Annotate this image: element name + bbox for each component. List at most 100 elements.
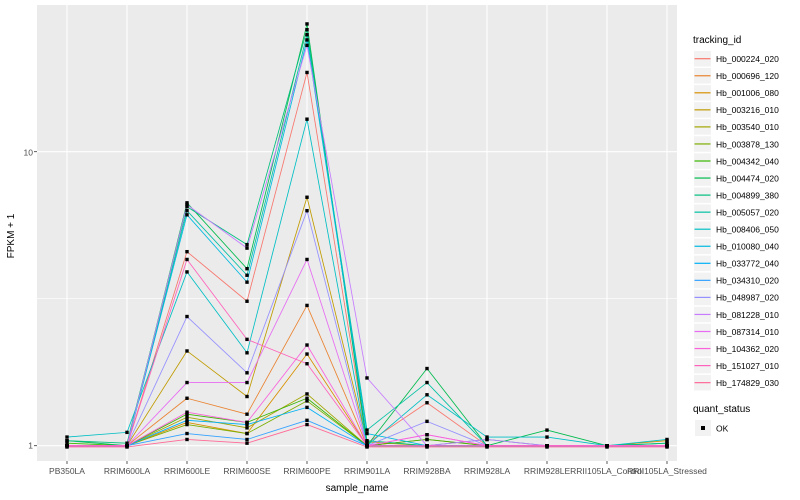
tracking-id-legend: Hb_000224_020 Hb_000696_120 Hb_001006_080 H… <box>694 51 779 391</box>
data-point <box>245 422 249 427</box>
data-point <box>185 203 189 207</box>
data-point <box>665 445 669 449</box>
data-point <box>305 208 309 213</box>
data-point <box>305 43 309 48</box>
data-point <box>665 441 669 445</box>
data-point <box>545 445 549 449</box>
x-tick-label-RRII105LA_Stressed: RRII105LA_Stressed <box>627 466 707 476</box>
data-point <box>185 213 189 217</box>
data-point <box>305 33 309 37</box>
data-point <box>305 405 309 410</box>
legend-item-Hb_003540_010: Hb_003540_010 <box>694 119 779 135</box>
data-point <box>65 441 69 445</box>
legend-item-label: Hb_033772_040 <box>716 259 779 269</box>
x-axis-tick-labels: PB350LA RRIM600LA RRIM600LE RRIM600SE RRIM60… <box>49 466 707 476</box>
data-point <box>485 435 489 439</box>
legend-item-label: Hb_003540_010 <box>716 122 779 132</box>
legend-item-Hb_081228_010: Hb_081228_010 <box>694 306 779 323</box>
legend-item-label: Hb_104362_020 <box>716 344 779 354</box>
legend-item-Hb_004474_020: Hb_004474_020 <box>694 170 779 186</box>
data-point <box>185 314 189 319</box>
data-point <box>185 257 189 262</box>
x-tick-label-RRIM600LA: RRIM600LA <box>104 466 151 476</box>
data-point <box>305 399 309 403</box>
data-point <box>305 352 309 356</box>
data-point <box>305 117 309 121</box>
data-point <box>545 428 549 432</box>
legend-item-Hb_034310_020: Hb_034310_020 <box>694 272 779 289</box>
data-point <box>305 396 309 400</box>
data-point <box>245 273 249 277</box>
data-point <box>245 242 249 247</box>
legend-item-Hb_087314_010: Hb_087314_010 <box>694 323 779 340</box>
data-point <box>605 445 609 449</box>
data-point <box>245 266 249 271</box>
legend-item-label: Hb_000224_020 <box>716 54 779 64</box>
data-point <box>305 343 309 347</box>
data-point <box>125 430 129 435</box>
legend-item-label: Hb_003216_010 <box>716 105 779 115</box>
gridlines <box>37 5 677 461</box>
legend-item-Hb_003878_130: Hb_003878_130 <box>694 136 779 152</box>
data-point <box>185 420 189 425</box>
data-point <box>245 351 249 355</box>
data-points <box>65 22 669 449</box>
axis-ticks <box>34 151 668 464</box>
x-tick-label-RRIM928BA: RRIM928BA <box>403 466 451 476</box>
legend-item-label: Hb_001006_080 <box>716 88 779 98</box>
x-tick-label-PB350LA: PB350LA <box>49 466 85 476</box>
data-point <box>305 70 309 75</box>
data-point <box>65 438 69 443</box>
data-point <box>425 393 429 397</box>
legend-item-Hb_008406_050: Hb_008406_050 <box>694 221 779 237</box>
data-point <box>425 419 429 424</box>
legend-item-label: Hb_004899_380 <box>716 190 779 200</box>
legend-item-Hb_001006_080: Hb_001006_080 <box>694 85 779 101</box>
data-point <box>185 380 189 385</box>
data-point <box>425 432 429 437</box>
data-point <box>245 431 249 436</box>
data-point <box>305 257 309 262</box>
data-point <box>305 22 309 26</box>
data-point <box>245 394 249 399</box>
x-tick-label-RRIM600LE: RRIM600LE <box>164 466 211 476</box>
legend-item-label: Hb_010080_040 <box>716 242 779 252</box>
data-point <box>305 392 309 396</box>
data-point <box>365 376 369 380</box>
quant-status-legend-title: quant_status <box>693 404 750 415</box>
data-point <box>185 437 189 442</box>
data-point <box>245 246 249 250</box>
quant-status-legend: quant_status OK <box>693 404 750 436</box>
x-tick-label-RRIM600SE: RRIM600SE <box>223 466 271 476</box>
quant-status-legend-label: OK <box>716 424 729 434</box>
legend-item-Hb_004342_040: Hb_004342_040 <box>694 153 779 169</box>
y-tick-label-1: 1 <box>28 441 33 451</box>
legend-item-label: Hb_008406_050 <box>716 225 779 235</box>
data-point <box>65 445 69 449</box>
data-point <box>245 299 249 303</box>
data-point <box>245 441 249 445</box>
legend-item-Hb_151027_010: Hb_151027_010 <box>694 357 779 374</box>
data-point <box>185 418 189 423</box>
data-point <box>305 195 309 199</box>
data-point <box>65 435 69 439</box>
data-point <box>125 445 129 449</box>
data-point <box>185 249 189 254</box>
data-point <box>365 431 369 436</box>
data-point <box>185 396 189 400</box>
data-point <box>185 410 189 414</box>
x-tick-label-RRIM928LE: RRIM928LE <box>524 466 571 476</box>
data-point <box>185 422 189 427</box>
legend-item-Hb_010080_040: Hb_010080_040 <box>694 238 779 255</box>
legend-item-label: Hb_005057_020 <box>716 207 779 217</box>
legend-item-Hb_000224_020: Hb_000224_020 <box>694 51 779 67</box>
data-point <box>425 437 429 442</box>
data-point <box>185 431 189 436</box>
legend-item-label: Hb_081228_010 <box>716 310 779 320</box>
data-point <box>245 412 249 416</box>
data-point <box>425 401 429 405</box>
data-point <box>245 437 249 442</box>
data-point <box>185 412 189 416</box>
legend-item-Hb_004899_380: Hb_004899_380 <box>694 187 779 203</box>
